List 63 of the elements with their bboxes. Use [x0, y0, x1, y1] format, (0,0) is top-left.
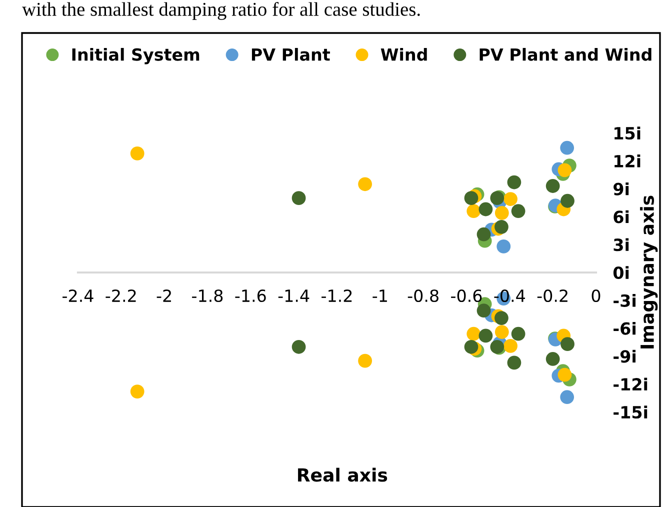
y-tick-label: 6i — [614, 210, 629, 224]
point — [546, 352, 560, 366]
x-tick-label: -1 — [372, 290, 387, 302]
point — [358, 177, 372, 192]
x-tick-label: -0.6 — [451, 289, 482, 302]
x-tick-label: -0.8 — [408, 289, 438, 302]
y-axis-title: Imagynary axis — [640, 196, 658, 348]
x-tick-label: -1.4 — [278, 290, 310, 302]
point — [466, 326, 481, 341]
y-tick-label: 12i — [614, 154, 640, 168]
point — [507, 175, 522, 190]
point — [476, 227, 491, 242]
y-tick-label: -6i — [614, 322, 636, 335]
point — [511, 204, 526, 218]
point — [476, 304, 491, 318]
point — [494, 311, 508, 325]
y-tick-label: 0i — [613, 266, 629, 280]
point — [494, 325, 509, 339]
point — [130, 146, 144, 160]
x-tick-label: -2 — [156, 289, 171, 302]
point — [507, 356, 522, 370]
point — [358, 354, 372, 368]
point — [464, 340, 478, 354]
point — [558, 368, 572, 382]
legend-label: Initial System — [72, 48, 200, 64]
legend-label: PV Plant — [252, 48, 330, 61]
point — [504, 339, 518, 353]
point — [560, 390, 574, 404]
y-tick-label: -12i — [614, 378, 648, 390]
legend-label: Wind — [380, 48, 427, 61]
point — [511, 326, 526, 341]
point — [558, 163, 572, 178]
point — [494, 206, 509, 220]
x-tick-label: 0 — [592, 289, 600, 302]
point — [466, 204, 481, 218]
point — [292, 191, 306, 206]
point — [560, 194, 574, 208]
x-tick-label: -1.8 — [192, 289, 223, 302]
point — [560, 337, 574, 352]
point — [292, 340, 306, 354]
point — [496, 240, 511, 254]
y-tick-label: 3i — [614, 238, 629, 252]
y-tick-label: 9i — [614, 182, 629, 196]
x-tick-label: -1.6 — [235, 289, 266, 302]
legend-label: PV Plant and Wind — [480, 48, 652, 61]
x-tick-label: -2.2 — [106, 289, 136, 302]
point — [560, 140, 574, 155]
y-tick-label: -3i — [614, 294, 636, 307]
y-tick-label: 15i — [614, 126, 640, 140]
point — [494, 220, 508, 234]
x-tick-label: -2.4 — [62, 289, 94, 302]
point — [504, 192, 518, 206]
point — [130, 384, 144, 398]
text: with the smallest damping ratio for all case studies. — [22, 2, 420, 20]
y-tick-label: -9i — [614, 350, 636, 363]
point — [464, 191, 478, 206]
y-tick-label: -15i — [614, 406, 648, 419]
x-tick-label: -1.2 — [322, 289, 352, 302]
x-tick-label: -0.2 — [537, 289, 568, 302]
x-axis-title: Real axis — [298, 468, 388, 482]
point — [546, 179, 560, 193]
point — [478, 328, 493, 343]
point — [478, 202, 493, 216]
